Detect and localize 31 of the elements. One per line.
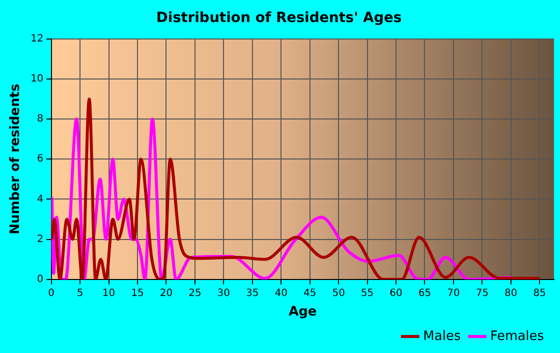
x-tick-label: 60 (390, 288, 402, 299)
y-tick-label: 2 (36, 234, 44, 245)
x-tick-label: 85 (533, 288, 546, 299)
y-axis-title: Number of residents (8, 84, 24, 234)
legend-label: Males (423, 328, 461, 344)
chart-title: Distribution of Residents' Ages (156, 10, 402, 26)
x-tick-label: 55 (360, 288, 374, 299)
x-tick-label: 15 (131, 288, 144, 299)
x-tick-label: 75 (476, 288, 489, 299)
x-tick-label: 25 (188, 288, 202, 299)
x-axis-title: Age (288, 304, 317, 320)
legend-label: Females (490, 328, 544, 344)
x-tick-label: 35 (246, 288, 259, 299)
y-tick-label: 4 (36, 194, 44, 205)
x-tick-label: 80 (504, 288, 518, 299)
x-tick-label: 0 (48, 288, 55, 299)
line-series (51, 97, 542, 280)
x-tick-label: 50 (332, 288, 345, 299)
x-tick-label: 45 (303, 288, 316, 299)
x-tick-label: 30 (217, 288, 230, 299)
y-tick-label: 0 (36, 274, 44, 285)
x-tick-label: 10 (102, 288, 116, 299)
x-tick-label: 5 (76, 288, 84, 299)
y-tick-label: 6 (36, 154, 44, 165)
x-tick-label: 65 (418, 288, 432, 299)
x-tick-label: 70 (447, 288, 460, 299)
x-tick-label: 20 (160, 288, 173, 299)
y-tick-label: 8 (36, 114, 44, 125)
x-tick-label: 40 (274, 288, 288, 299)
y-tick-label: 10 (30, 73, 44, 84)
y-tick-label: 12 (30, 33, 44, 44)
